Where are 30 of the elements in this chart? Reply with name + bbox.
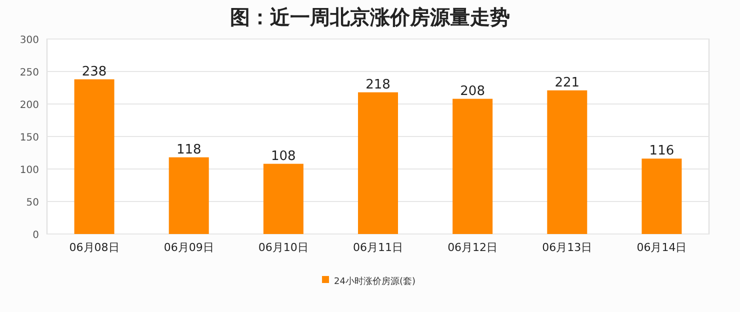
data-label: 208: [460, 84, 485, 99]
bar: [642, 158, 682, 234]
y-tick-label: 300: [20, 35, 39, 46]
y-tick-label: 150: [20, 132, 39, 144]
data-label: 116: [649, 144, 674, 159]
bar: [452, 98, 493, 234]
bar: [547, 90, 588, 234]
y-tick-label: 50: [26, 198, 39, 208]
x-tick-label: 06月08日: [69, 241, 120, 254]
y-tick-label: 0: [32, 230, 39, 241]
y-tick-label: 100: [20, 165, 39, 176]
legend-label: 24小时涨价房源(套): [334, 276, 416, 287]
x-tick-label: 06月09日: [164, 241, 214, 254]
data-label: 238: [82, 64, 107, 80]
x-tick-label: 06月10日: [258, 241, 308, 254]
bar: [168, 157, 209, 234]
data-label: 108: [271, 148, 296, 164]
y-tick-label: 200: [20, 100, 39, 111]
y-tick-label: 250: [20, 68, 39, 78]
bar: [74, 79, 114, 234]
bar: [358, 92, 398, 234]
bar: [263, 164, 304, 234]
chart-title: 图：近一周北京涨价房源量走势: [230, 5, 510, 29]
data-label: 118: [176, 142, 202, 158]
x-tick-label: 06月12日: [448, 241, 498, 254]
x-tick-label: 06月13日: [542, 241, 592, 254]
data-label: 218: [366, 77, 390, 92]
x-tick-label: 06月11日: [353, 241, 403, 254]
x-tick-label: 06月14日: [636, 241, 687, 254]
data-label: 221: [554, 75, 580, 90]
